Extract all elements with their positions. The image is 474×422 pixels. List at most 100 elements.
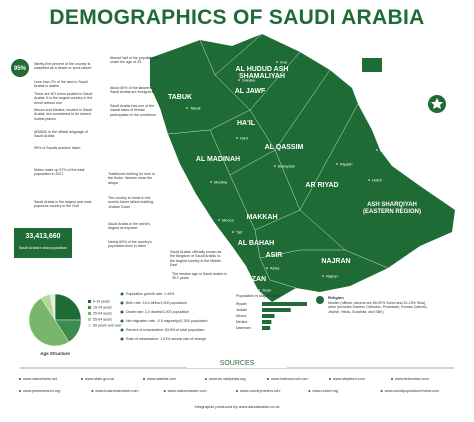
- source-link: www.businessinsider.com: [95, 389, 139, 393]
- legend-label: 55-64 years: [93, 318, 112, 322]
- religion-text: Muslim (official; citizens are 85-90% Su…: [328, 301, 428, 314]
- region-label: AL BAHAH: [237, 240, 275, 247]
- region-label: AL HUDUD ASH SHAMALIYAH: [235, 66, 289, 80]
- religion-icon: [316, 296, 324, 304]
- flag: [362, 58, 382, 72]
- fact: Ninety-five percent of the country is cl…: [34, 62, 92, 71]
- link-dot: [308, 390, 311, 392]
- link-dot: [380, 390, 383, 392]
- chart-title: Age Structure: [40, 351, 70, 356]
- category-label: Medina: [236, 320, 247, 324]
- stat: Percent of urbanization: 83.8% of total …: [126, 328, 205, 332]
- fact: Traditional clothing for men is the thob…: [108, 172, 155, 185]
- fact: There are NO rivers located in Saudi Ara…: [34, 92, 93, 105]
- legend-label: 0-14 years: [93, 300, 110, 304]
- region-label: HA'IL: [237, 120, 255, 127]
- link-dot: [267, 378, 269, 380]
- region-label: AL JAWF: [234, 88, 266, 95]
- city-dot: [322, 275, 324, 277]
- city-dot: [368, 179, 370, 181]
- stat: Birth rate: 18.4 births/1,000 population: [126, 301, 187, 305]
- city-label: Tabuk: [190, 106, 201, 111]
- source-link: www.pewresearch.org: [23, 389, 61, 393]
- link-dot: [163, 390, 166, 392]
- legend-swatch: [88, 324, 91, 327]
- region-label: ASH SHARQIYAH (EASTERN REGION): [362, 202, 421, 215]
- source-link: www.worldpopulationreview.com: [384, 389, 440, 393]
- city-label: Jeddah: [198, 220, 211, 225]
- fact: Saudi Arabia has one of the lowest rates…: [110, 104, 156, 117]
- city-label: Arar: [280, 60, 288, 65]
- city-label: Ha'il: [240, 136, 248, 141]
- region-label: JIZAN: [245, 276, 267, 283]
- fact: ARABIC is the official language of Saudi…: [34, 130, 88, 139]
- fact: Nearly 60% of the country's population l…: [108, 240, 152, 249]
- bar: [262, 308, 291, 312]
- city-label: Buraydah: [278, 164, 295, 169]
- legend-swatch: [88, 318, 91, 321]
- fact: Saudi Arabia is the world's largest oil …: [108, 222, 151, 231]
- stat: Death rate: 3.3 deaths/1,000 population: [126, 310, 190, 314]
- city-dot: [236, 137, 238, 139]
- city-label: Najran: [326, 274, 338, 279]
- chart-title: Population in Major Cities: [236, 294, 279, 298]
- city-dot: [258, 289, 260, 291]
- badge: [11, 59, 29, 77]
- sources-title: SOURCES: [187, 360, 287, 368]
- bullet: [120, 292, 124, 296]
- population-box: [14, 228, 72, 258]
- city-dot: [376, 149, 378, 151]
- city-dot: [266, 267, 268, 269]
- legend-swatch: [88, 312, 91, 315]
- fact: Males make up 57% of the total populatio…: [34, 168, 85, 177]
- link-dot: [19, 390, 21, 392]
- source-link: www.statista.com: [147, 377, 177, 381]
- source-link: www.unicef.org: [312, 389, 339, 393]
- link-dot: [205, 378, 207, 380]
- note: The median age in Saudi Arabia is 30.2 y…: [172, 272, 227, 281]
- stat: Rate of urbanization: 1.51% annual rate …: [126, 337, 207, 341]
- badge-value: 95%: [14, 66, 27, 72]
- source-link: www.stepfeed.com: [333, 377, 365, 381]
- fact: Less than 2% of the land in Saudi Arabia…: [34, 80, 88, 89]
- category-label: Mecca: [236, 314, 246, 318]
- city-dot: [194, 221, 196, 223]
- title: DEMOGRAPHICS OF SAUDI ARABIA: [49, 6, 425, 29]
- source-link: www.countrymeters.info: [240, 389, 281, 393]
- link-dot: [391, 378, 393, 380]
- city-label: Dammam: [380, 148, 398, 153]
- link-dot: [81, 378, 83, 380]
- population-number: 33,413,660: [25, 233, 61, 240]
- region-borders: [167, 33, 389, 289]
- bullet: [120, 337, 124, 341]
- source-link: www.en.wikipedia.org: [209, 377, 246, 381]
- region-label: AL MADINAH: [195, 156, 241, 163]
- religion-title: Religion: [328, 295, 344, 300]
- city-dot: [336, 163, 338, 165]
- city-label: Hofuf: [372, 178, 382, 183]
- fact: About 80% of the laborers in Saudi Arabi…: [110, 86, 156, 95]
- legend-label: 15-24 years: [93, 306, 112, 310]
- region-label: MAKKAH: [246, 214, 278, 221]
- region-label: AR RIYAD: [305, 182, 339, 189]
- region-label: AL QASSIM: [264, 144, 304, 151]
- city-dot: [218, 219, 220, 221]
- city-dot: [276, 61, 278, 63]
- city-label: Mecca: [222, 218, 235, 223]
- link-dot: [329, 378, 331, 380]
- city-label: Taif: [236, 230, 243, 235]
- city-label: Sakaka: [242, 78, 256, 83]
- population-text: Saudi Arabia's total population: [18, 246, 68, 250]
- fact: Mecca and Medina, located in Saudi Arabi…: [34, 108, 92, 121]
- pie-slice: [49, 293, 56, 321]
- bar: [262, 302, 307, 306]
- city-dot: [186, 107, 188, 109]
- city-dot: [210, 181, 212, 183]
- bar: [262, 326, 271, 330]
- stat: Population growth rate: 1.49%: [126, 292, 175, 296]
- region-label: ASIR: [265, 252, 283, 259]
- city-dot: [238, 79, 240, 81]
- bullet: [120, 301, 124, 305]
